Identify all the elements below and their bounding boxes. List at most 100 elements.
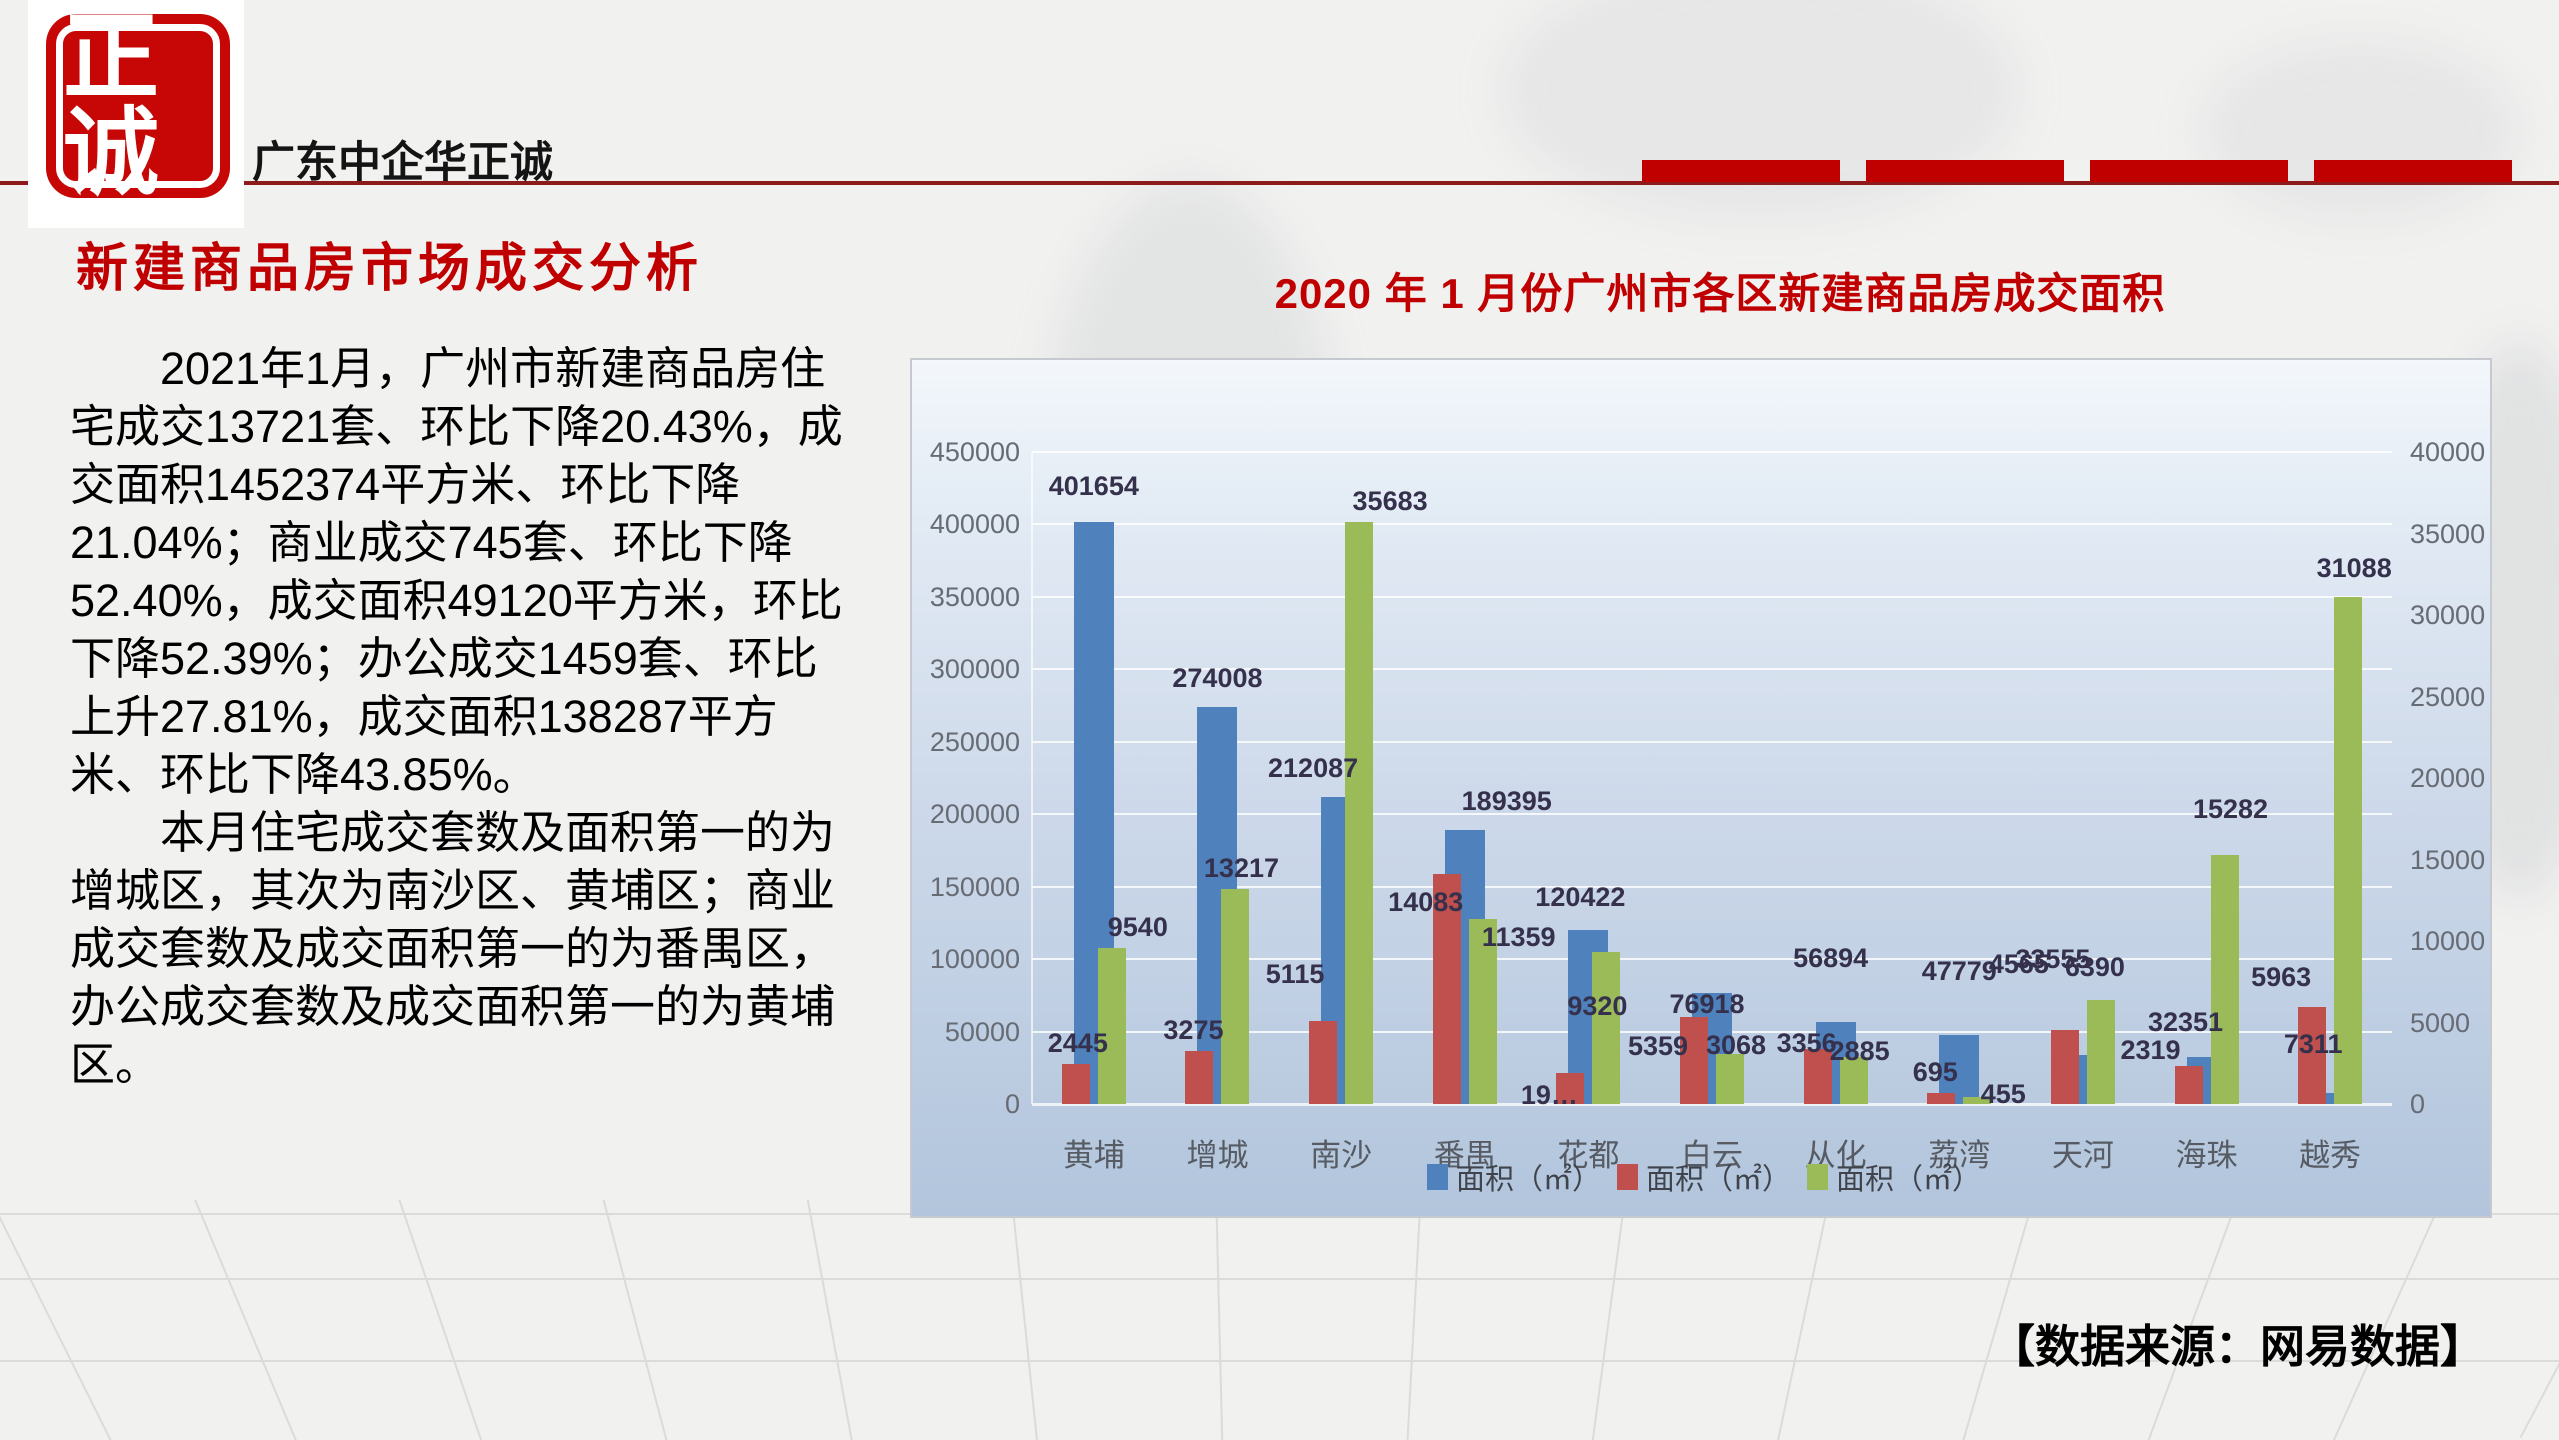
floor-grid-fan-line: [1588, 1200, 1627, 1440]
data-label-增城: 13217: [1203, 853, 1279, 883]
legend-swatch-icon: [1617, 1164, 1638, 1190]
y-axis-tick-left: 100000: [929, 944, 1020, 975]
data-label-荔湾: 455: [1980, 1079, 2026, 1109]
data-label-越秀: 7311: [2283, 1029, 2343, 1059]
body-paragraph-1: 2021年1月，广州市新建商品房住宅成交13721套、环比下降20.43%，成交…: [70, 343, 843, 800]
y-axis-tick-left: 400000: [929, 509, 1020, 540]
body-paragraph-2: 本月住宅成交套数及面积第一的为增城区，其次为南沙区、黄埔区；商业成交套数及成交面…: [70, 807, 836, 1090]
legend-label: 面积（㎡）: [1646, 1164, 1792, 1196]
body-text: 2021年1月，广州市新建商品房住宅成交13721套、环比下降20.43%，成交…: [70, 340, 850, 1094]
bar-red-天河: [2050, 1030, 2079, 1104]
bar-red-黄埔: [1061, 1064, 1090, 1104]
y-axis-tick-right: 10000: [2410, 926, 2486, 956]
bar-red-增城: [1185, 1051, 1214, 1104]
legend-swatch-icon: [1427, 1164, 1448, 1190]
floor-grid-fan-line: [1215, 1200, 1224, 1440]
data-label-白云: 3068: [1705, 1030, 1767, 1060]
y-axis-line: [1031, 452, 1033, 1104]
bar-green-白云: [1716, 1054, 1744, 1104]
bar-red-越秀: [2298, 1007, 2327, 1104]
y-axis-tick-left: 200000: [929, 799, 1020, 830]
data-label-黄埔: 9540: [1107, 912, 1168, 942]
bar-red-海珠: [2174, 1066, 2203, 1104]
x-axis-label-荔湾: 荔湾: [1928, 1138, 1991, 1173]
floor-grid-fan-line: [1772, 1200, 1832, 1440]
floor-grid-fan-line: [395, 1200, 488, 1440]
floor-grid-fan-line: [805, 1200, 858, 1440]
map-texture-blob: [2200, 40, 2520, 220]
x-axis-label-白云: 白云: [1681, 1138, 1743, 1173]
floor-grid-fan-line: [1404, 1200, 1422, 1440]
logo-text: 正诚: [63, 4, 161, 207]
bar-red-番禺: [1432, 874, 1461, 1104]
company-name: 广东中企华正诚: [252, 139, 553, 187]
y-axis-tick-right: 35000: [2410, 518, 2486, 549]
bar-red-花都: [1556, 1073, 1585, 1104]
data-label-花都: 9320: [1567, 991, 1628, 1021]
y-axis-tick-right: 40000: [2410, 437, 2486, 467]
x-axis-label-黄埔: 黄埔: [1062, 1138, 1125, 1173]
bar-blue-荔湾: [1939, 1035, 1980, 1104]
floor-grid-fan-line: [2519, 1200, 2559, 1439]
data-label-白云: 5359: [1627, 1031, 1689, 1061]
data-label-增城: 274008: [1172, 663, 1263, 693]
header-red-block: [1642, 160, 1840, 182]
data-label-黄埔: 401654: [1048, 471, 1139, 501]
logo-inner-border: 正诚: [56, 10, 220, 202]
data-label-花都: 19…: [1520, 1080, 1578, 1110]
data-label-从化: 3356: [1776, 1028, 1837, 1058]
data-label-从化: 56894: [1793, 943, 1869, 973]
chart-gridline: [1032, 451, 2392, 453]
header-red-block: [1866, 160, 2064, 182]
data-label-天河: 33555: [2015, 944, 2091, 974]
chart-gridline: [1032, 595, 2392, 598]
chart-gridline: [1032, 740, 2392, 743]
data-label-海珠: 32351: [2147, 1007, 2224, 1037]
data-label-海珠: 2319: [2120, 1035, 2181, 1065]
x-axis-label-海珠: 海珠: [2175, 1138, 2238, 1173]
x-axis-label-花都: 花都: [1557, 1138, 1620, 1173]
bar-green-越秀: [2334, 597, 2363, 1104]
data-label-南沙: 212087: [1268, 753, 1359, 783]
legend-label: 面积（㎡）: [1456, 1164, 1602, 1196]
floor-grid-horizontal-line: [0, 1278, 2559, 1280]
y-axis-tick-left: 300000: [929, 654, 1020, 685]
chart-title: 2020 年 1 月份广州市各区新建商品房成交面积: [1274, 270, 2166, 317]
y-axis-tick-right: 0: [2410, 1089, 2426, 1119]
bar-green-从化: [1839, 1057, 1868, 1104]
y-axis-tick-left: 450000: [929, 437, 1020, 467]
data-label-花都: 120422: [1535, 882, 1626, 912]
legend-swatch-icon: [1807, 1164, 1828, 1190]
bar-green-南沙: [1345, 522, 1374, 1104]
legend-item-green: 面积（㎡）: [1807, 1156, 1981, 1198]
data-label-从化: 2885: [1829, 1036, 1890, 1066]
data-label-天河: 4565: [1988, 949, 2049, 979]
header-red-block: [2090, 160, 2288, 182]
bar-green-天河: [2086, 1000, 2115, 1104]
y-axis-tick-right: 15000: [2410, 844, 2486, 875]
data-label-天河: 6390: [2064, 952, 2125, 982]
bar-green-荔湾: [1963, 1097, 1992, 1104]
x-axis-label-增城: 增城: [1186, 1138, 1249, 1173]
bar-green-黄埔: [1097, 948, 1126, 1104]
y-axis-tick-left: 50000: [944, 1016, 1020, 1047]
data-label-白云: 76918: [1669, 989, 1745, 1019]
x-axis-label-天河: 天河: [2051, 1138, 2114, 1173]
data-label-荔湾: 695: [1912, 1057, 1958, 1087]
floor-grid-fan-line: [0, 1200, 112, 1440]
data-label-荔湾: 47779: [1921, 956, 1997, 986]
y-axis-tick-left: 0: [1004, 1089, 1020, 1119]
data-label-增城: 3275: [1163, 1015, 1224, 1045]
chart-gridline: [1032, 958, 2392, 961]
data-label-越秀: 31088: [2316, 553, 2392, 583]
data-source-label: 【数据来源：网易数据】: [1990, 1321, 2486, 1372]
header-divider-line: [0, 181, 2559, 185]
bar-red-荔湾: [1927, 1093, 1956, 1104]
legend-label: 面积（㎡）: [1836, 1164, 1982, 1196]
y-axis-tick-left: 250000: [929, 726, 1020, 757]
bar-green-增城: [1221, 889, 1250, 1104]
data-label-番禺: 11359: [1481, 922, 1556, 952]
chart-gridline: [1032, 1103, 2392, 1106]
y-axis-tick-right: 25000: [2410, 681, 2486, 712]
bar-red-南沙: [1309, 1021, 1338, 1104]
